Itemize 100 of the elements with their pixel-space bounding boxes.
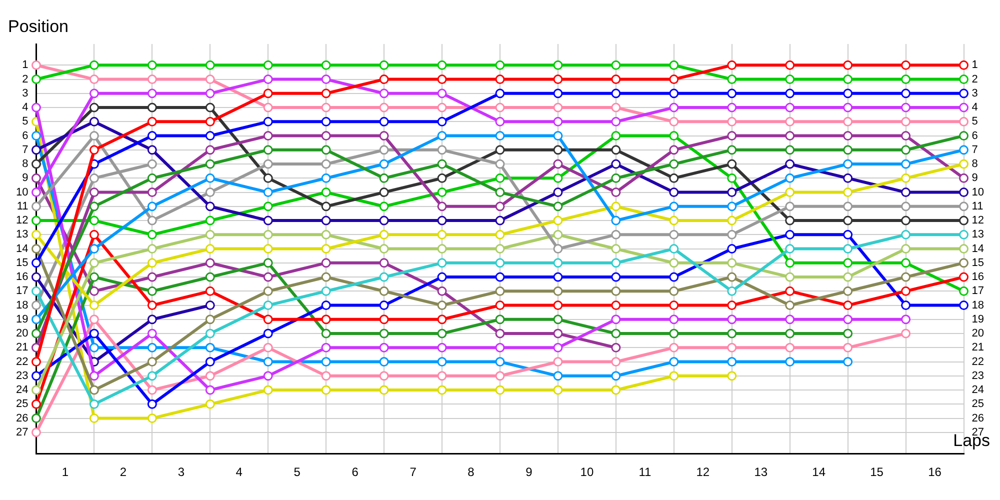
point — [785, 188, 795, 198]
point — [147, 414, 157, 424]
point — [611, 88, 621, 98]
point — [727, 159, 737, 169]
point — [31, 385, 41, 395]
point — [669, 230, 679, 240]
point — [727, 286, 737, 296]
point — [669, 188, 679, 198]
point — [89, 244, 99, 254]
point — [379, 286, 389, 296]
point — [785, 342, 795, 352]
y-tick-label: 26 — [16, 412, 28, 424]
point — [901, 286, 911, 296]
point — [147, 244, 157, 254]
x-tick-label: 8 — [468, 465, 475, 480]
point — [727, 188, 737, 198]
y-tick-label: 23 — [16, 370, 28, 382]
point — [205, 159, 215, 169]
y2-tick-label: 26 — [972, 412, 984, 424]
point — [147, 385, 157, 395]
point — [727, 244, 737, 254]
point — [785, 357, 795, 367]
point — [727, 60, 737, 70]
point — [437, 88, 447, 98]
point — [495, 202, 505, 212]
point — [611, 258, 621, 268]
point — [785, 230, 795, 240]
point — [959, 116, 969, 126]
point — [495, 74, 505, 84]
point — [901, 60, 911, 70]
y-tick-label: 25 — [16, 398, 28, 410]
y-tick-label: 13 — [16, 228, 28, 241]
point — [785, 272, 795, 282]
point — [553, 145, 563, 155]
point — [959, 300, 969, 310]
point — [495, 173, 505, 183]
point — [205, 173, 215, 183]
point — [495, 371, 505, 381]
point — [263, 230, 273, 240]
point — [205, 357, 215, 367]
point — [263, 286, 273, 296]
y2-tick-label: 24 — [972, 384, 984, 396]
point — [495, 272, 505, 282]
point — [901, 159, 911, 169]
point — [669, 216, 679, 226]
point — [553, 188, 563, 198]
point — [147, 286, 157, 296]
point — [379, 74, 389, 84]
point — [263, 371, 273, 381]
point — [31, 414, 41, 424]
point — [205, 131, 215, 141]
point — [843, 173, 853, 183]
x-tick-label: 13 — [754, 465, 768, 480]
point — [89, 272, 99, 282]
point — [843, 60, 853, 70]
point — [901, 258, 911, 268]
point — [437, 328, 447, 338]
y2-tick-label: 4 — [972, 102, 978, 114]
point — [263, 116, 273, 126]
point — [379, 60, 389, 70]
point — [147, 188, 157, 198]
point — [495, 102, 505, 112]
point — [843, 202, 853, 212]
y2-tick-label: 8 — [972, 158, 978, 170]
point — [263, 244, 273, 254]
point — [89, 74, 99, 84]
y-tick-label: 10 — [16, 186, 28, 198]
x-tick-label: 15 — [870, 465, 884, 480]
x-tick-label: 2 — [120, 465, 127, 480]
point — [31, 300, 41, 310]
point — [669, 314, 679, 324]
point — [959, 244, 969, 254]
point — [147, 216, 157, 226]
point — [901, 88, 911, 98]
point — [785, 328, 795, 338]
y2-tick-label: 7 — [972, 144, 978, 156]
point — [437, 131, 447, 141]
point — [727, 202, 737, 212]
point — [727, 102, 737, 112]
point — [901, 131, 911, 141]
x-tick-label: 3 — [178, 465, 185, 480]
point — [147, 202, 157, 212]
point — [379, 131, 389, 141]
y2-tick-label: 23 — [972, 370, 984, 382]
point — [379, 159, 389, 169]
point — [437, 314, 447, 324]
point — [843, 300, 853, 310]
point — [495, 60, 505, 70]
point — [553, 102, 563, 112]
point — [263, 145, 273, 155]
point — [553, 230, 563, 240]
point — [379, 102, 389, 112]
point — [31, 328, 41, 338]
y-tick-label: 12 — [16, 214, 28, 227]
point — [379, 385, 389, 395]
point — [959, 60, 969, 70]
point — [205, 314, 215, 324]
point — [147, 159, 157, 169]
point — [31, 244, 41, 254]
point — [321, 88, 331, 98]
